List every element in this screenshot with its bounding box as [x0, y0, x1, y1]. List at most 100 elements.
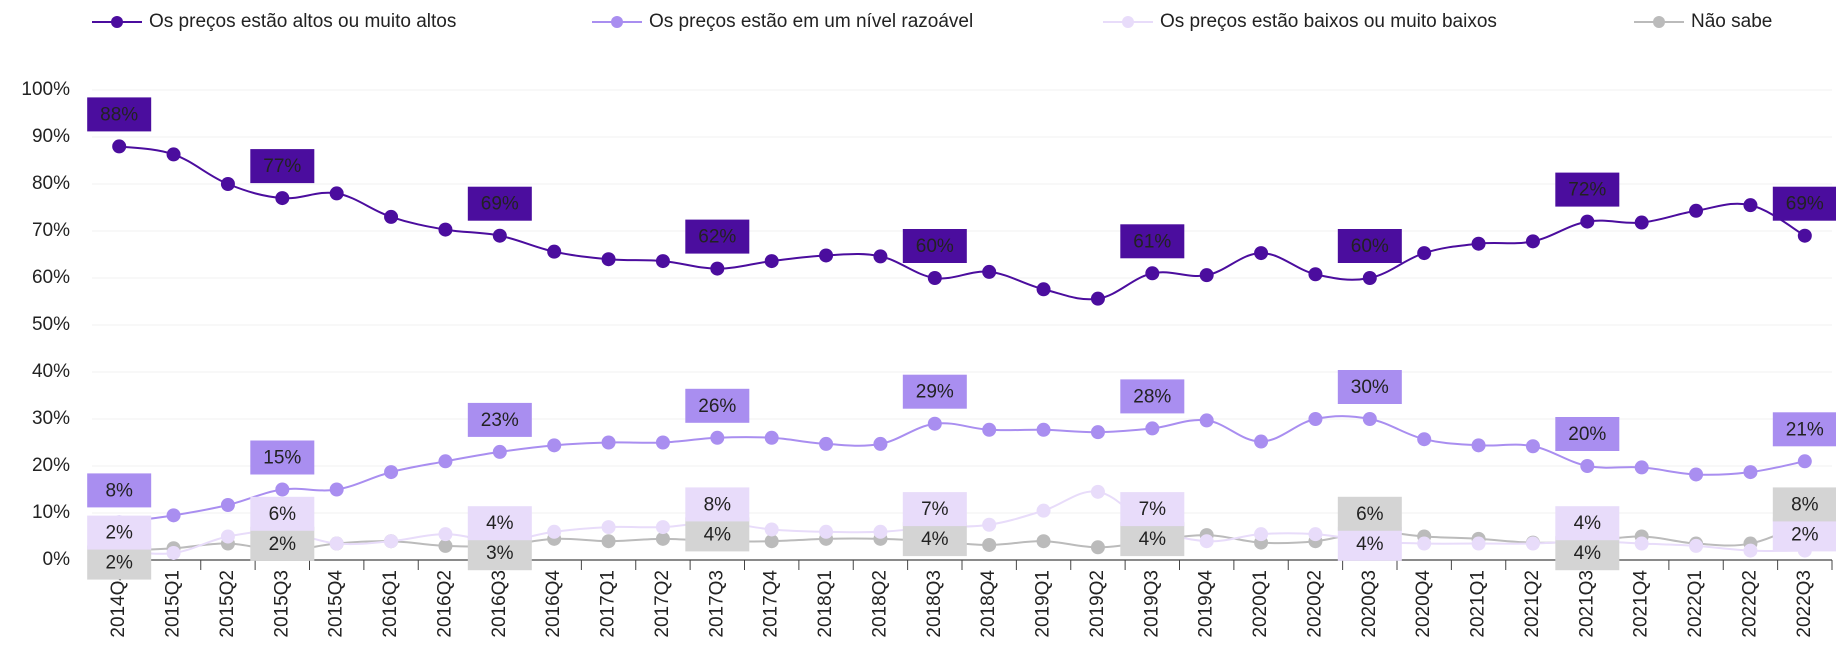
data-label: 3% [467, 536, 532, 571]
y-tick-label: 80% [32, 173, 70, 194]
data-point [1634, 215, 1649, 230]
data-label-box [87, 515, 152, 550]
data-label: 21% [1772, 412, 1836, 447]
data-label-box [87, 473, 152, 508]
data-label-text: 2% [269, 534, 297, 555]
data-label: 4% [902, 522, 967, 557]
data-label-box [1337, 526, 1402, 561]
data-label: 88% [87, 97, 152, 132]
data-point [1797, 454, 1812, 469]
data-point [655, 531, 670, 546]
x-tick-label: 2020Q1 [1250, 570, 1271, 638]
data-point [1199, 268, 1214, 283]
data-point [1417, 432, 1432, 447]
data-label-text: 4% [1139, 529, 1167, 550]
data-point [1090, 291, 1105, 306]
x-tick-label: 2018Q2 [869, 570, 890, 638]
data-label-box [685, 388, 750, 423]
data-point [1036, 534, 1051, 549]
data-label-text: 72% [1568, 180, 1606, 201]
data-label-box [250, 496, 315, 531]
data-point [601, 435, 616, 450]
data-point [1254, 527, 1269, 542]
data-label: 60% [1337, 229, 1402, 263]
data-point [1471, 236, 1486, 251]
data-label-text: 69% [481, 194, 519, 215]
data-label-text: 77% [263, 156, 301, 177]
data-point [601, 534, 616, 549]
data-point [927, 416, 942, 431]
data-point [1525, 234, 1540, 249]
data-label-box [902, 374, 967, 409]
data-label-text: 60% [1351, 236, 1389, 257]
data-label: 8% [87, 473, 152, 508]
y-tick-label: 50% [32, 314, 70, 335]
data-label-box [1120, 492, 1185, 527]
data-label-box [902, 492, 967, 527]
data-point [764, 534, 779, 549]
data-point [764, 430, 779, 445]
data-point [1743, 543, 1758, 558]
data-point [1199, 413, 1214, 428]
data-point [764, 254, 779, 269]
data-point [384, 534, 399, 549]
data-label-text: 4% [1574, 513, 1602, 534]
y-tick-label: 70% [32, 220, 70, 241]
data-label: 7% [902, 492, 967, 527]
series-line [119, 145, 1806, 301]
y-tick-label: 40% [32, 361, 70, 382]
data-label-text: 7% [1139, 499, 1167, 520]
data-point [547, 438, 562, 453]
data-label-box [685, 517, 750, 552]
data-label-text: 4% [486, 513, 514, 534]
data-label-text: 60% [916, 236, 954, 257]
legend-marker [1122, 16, 1134, 28]
data-point [1145, 421, 1160, 436]
data-point [1362, 271, 1377, 285]
x-tick-label: 2016Q2 [434, 570, 455, 638]
data-point [1308, 412, 1323, 426]
data-label-box [1772, 517, 1836, 552]
data-point [1634, 536, 1649, 551]
data-point [873, 524, 888, 539]
data-label-box [1120, 522, 1185, 557]
data-point [438, 454, 453, 469]
data-point [492, 444, 507, 459]
data-label-box [902, 522, 967, 557]
data-label-text: 3% [486, 543, 514, 564]
x-tick-label: 2016Q4 [543, 570, 564, 638]
data-label-text: 4% [1574, 543, 1602, 564]
legend-label: Não sabe [1691, 11, 1772, 32]
data-label-box [1555, 506, 1620, 541]
y-tick-label: 100% [21, 79, 70, 100]
data-point [438, 527, 453, 542]
data-point [710, 261, 725, 276]
data-point [384, 465, 399, 480]
data-label: 8% [685, 487, 750, 522]
y-tick-label: 60% [32, 267, 70, 288]
data-label: 20% [1555, 417, 1620, 451]
data-label-box [250, 526, 315, 561]
data-label-text: 21% [1786, 419, 1824, 440]
data-point [1689, 538, 1704, 553]
data-point [1090, 425, 1105, 440]
x-tick-label: 2019Q1 [1033, 570, 1054, 638]
data-label: 4% [1555, 506, 1620, 541]
data-point [819, 436, 834, 451]
x-tick-label: 2015Q1 [163, 570, 184, 638]
data-label-box [250, 149, 315, 184]
data-point [1254, 246, 1269, 261]
data-label-box [1772, 412, 1836, 447]
x-tick-label: 2020Q4 [1413, 570, 1434, 638]
data-label-box [467, 536, 532, 571]
data-point [166, 545, 181, 560]
data-label-box [467, 506, 532, 541]
data-label: 4% [1337, 526, 1402, 561]
data-label-box [467, 186, 532, 221]
x-tick-label: 2017Q2 [652, 570, 673, 638]
x-tick-label: 2018Q4 [978, 570, 999, 638]
data-label: 61% [1120, 224, 1185, 259]
x-tick-label: 2015Q2 [217, 570, 238, 638]
data-point [982, 537, 997, 552]
